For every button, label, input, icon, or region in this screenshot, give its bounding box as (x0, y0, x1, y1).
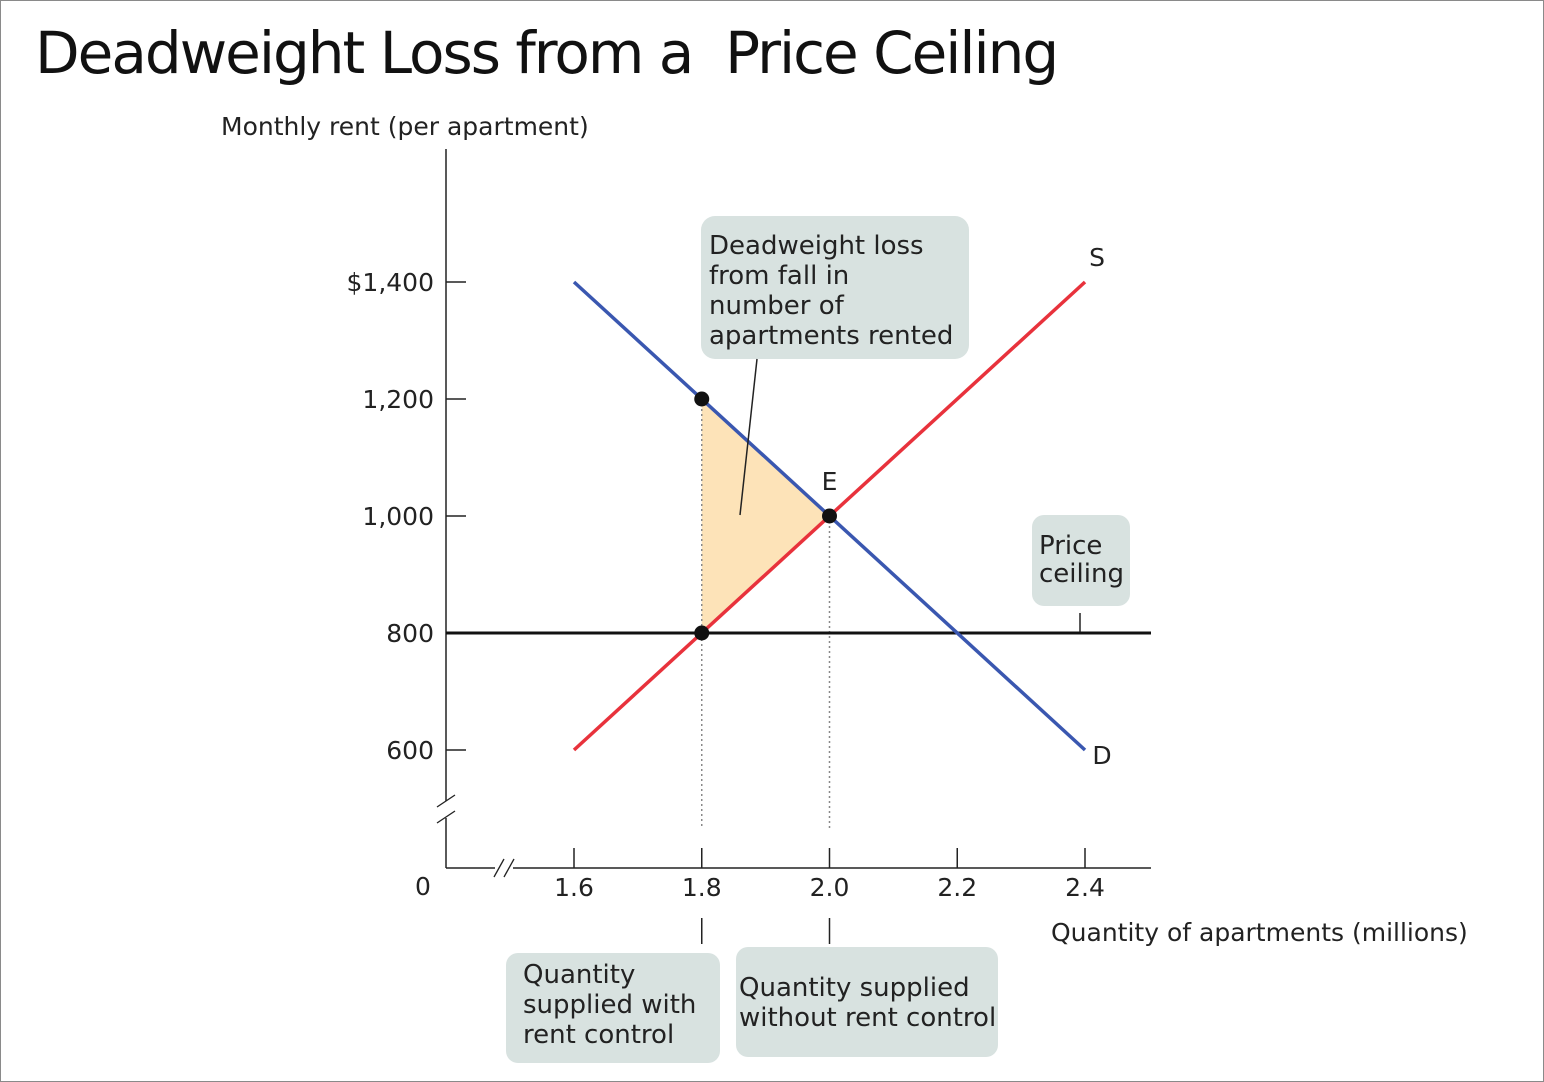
x-tick-label: 2.0 (810, 873, 850, 902)
y-tick-label: 1,200 (362, 385, 434, 414)
data-point (694, 391, 710, 407)
quantity-callout (506, 953, 720, 1063)
price-ceiling-callout-text: Price ceiling (1039, 531, 1124, 589)
y-tick-label: 600 (386, 736, 434, 765)
data-point (694, 625, 710, 641)
quantity-callout-text: Quantity supplied with rent control (523, 960, 696, 1050)
y-tick-label: $1,400 (347, 268, 434, 297)
x-tick-label: 2.2 (937, 873, 977, 902)
price-ceiling-callout (1032, 515, 1130, 606)
quantity-callout-text: Quantity supplied without rent control (739, 973, 996, 1033)
supply-label: S (1089, 243, 1105, 272)
deadweight-loss-pointer (739, 358, 758, 516)
origin-label: 0 (415, 872, 431, 901)
deadweight-loss-callout (701, 216, 969, 359)
chart-title: Deadweight Loss from a Price Ceiling (35, 19, 1059, 87)
deadweight-loss-area (701, 399, 830, 633)
y-tick-label: 800 (386, 619, 434, 648)
x-tick-label: 1.8 (682, 873, 722, 902)
equilibrium-label: E (822, 467, 838, 496)
y-axis-break-mark (436, 810, 456, 824)
y-axis-label: Monthly rent (per apartment) (221, 112, 589, 141)
x-tick-label: 1.6 (554, 873, 594, 902)
deadweight-loss-callout-text: Deadweight loss from fall in number of apar… (709, 231, 953, 351)
y-tick-label: 1,000 (362, 502, 434, 531)
x-axis-break-mark (493, 858, 505, 878)
x-axis-break-mark (503, 858, 515, 878)
quantity-callout (736, 947, 998, 1057)
x-axis-label: Quantity of apartments (millions) (1051, 918, 1468, 947)
x-tick-label: 2.4 (1065, 873, 1105, 902)
y-axis-break-mark (436, 794, 456, 808)
data-point (822, 508, 837, 524)
demand-label: D (1092, 741, 1111, 770)
